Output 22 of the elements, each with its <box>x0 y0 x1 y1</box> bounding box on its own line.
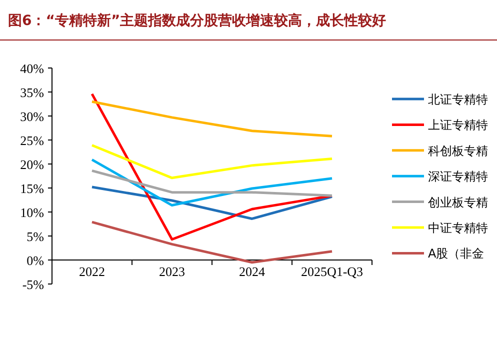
legend-label: 创业板专精 <box>428 195 488 210</box>
y-tick-label: 40% <box>20 61 44 76</box>
x-tick-label: 2024 <box>239 264 266 279</box>
legend-label: 上证专精特 <box>428 118 488 132</box>
y-tick-label: 10% <box>20 205 44 220</box>
y-tick-label: 0% <box>26 253 44 268</box>
y-tick-label: 5% <box>26 229 44 244</box>
x-tick-label: 2023 <box>159 264 185 279</box>
y-tick-label: -5% <box>22 277 44 292</box>
y-tick-label: 20% <box>20 157 44 172</box>
y-tick-label: 30% <box>20 109 44 124</box>
legend-label: A股（非金 <box>428 246 484 261</box>
legend-label: 中证专精特 <box>428 221 488 235</box>
legend-label: 科创板专精 <box>428 144 488 158</box>
y-tick-label: 15% <box>20 181 44 196</box>
x-tick-label: 2022 <box>79 264 105 279</box>
legend-label: 深证专精特 <box>428 170 488 184</box>
y-tick-label: 25% <box>20 133 44 148</box>
x-tick-label: 2025Q1-Q3 <box>300 264 364 279</box>
y-tick-label: 35% <box>20 85 44 100</box>
chart-title: 图6：“专精特新”主题指数成分股营收增速较高，成长性较好 <box>8 12 386 29</box>
legend-label: 北证专精特 <box>428 92 488 106</box>
